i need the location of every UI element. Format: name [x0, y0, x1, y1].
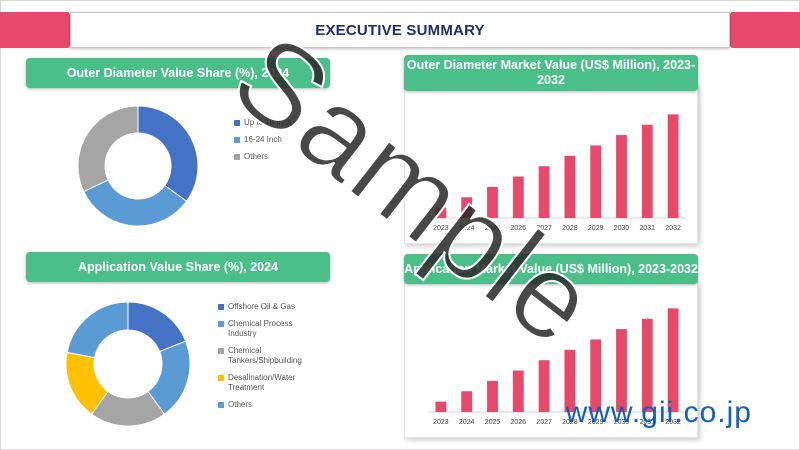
legend-item: Chemical Process Industry [218, 319, 313, 339]
x-tick-label: 2028 [562, 419, 578, 426]
bar [590, 145, 602, 218]
legend-label: 16-24 Inch [244, 135, 282, 144]
bar [667, 308, 679, 412]
legend-swatch [234, 154, 240, 160]
outer-share-title: Outer Diameter Value Share (%), 2024 [66, 65, 290, 80]
legend-item: Up to 16 Inch [234, 118, 292, 128]
legend-label: Offshore Oil & Gas [228, 302, 295, 311]
legend-label: Others [228, 400, 253, 409]
bar [564, 349, 576, 412]
page-title: EXECUTIVE SUMMARY [315, 21, 485, 39]
legend-label: Up to 16 Inch [244, 118, 292, 127]
legend-swatch [234, 120, 240, 126]
donut-slice [66, 301, 129, 359]
x-tick-label: 2023 [433, 225, 449, 232]
bar [512, 176, 524, 218]
x-tick-label: 2029 [588, 419, 604, 426]
x-tick-label: 2024 [459, 419, 475, 426]
legend-swatch [218, 304, 224, 310]
header-box: EXECUTIVE SUMMARY [70, 12, 730, 48]
outer-market-title: Outer Diameter Market Value (US$ Million… [406, 58, 696, 87]
legend-swatch [218, 375, 224, 381]
x-tick-label: 2026 [511, 419, 527, 426]
legend-label: Desalination/Water Treatment [228, 373, 296, 392]
bar [435, 207, 447, 218]
x-tick-label: 2023 [433, 419, 449, 426]
legend-swatch [218, 321, 224, 327]
bar [487, 186, 498, 218]
x-tick-label: 2026 [511, 225, 527, 232]
donut-slice [83, 179, 188, 227]
legend-label: Others [244, 152, 269, 161]
outer-share-donut-chart [77, 105, 199, 227]
x-tick-label: 2025 [485, 225, 501, 232]
x-tick-label: 2025 [485, 419, 501, 426]
x-tick-label: 2032 [665, 419, 681, 426]
bar [564, 155, 576, 218]
bar [538, 166, 550, 218]
app-market-panel-header: Application Market Value (US$ Million), … [404, 254, 698, 284]
legend-swatch [218, 402, 224, 408]
bar [616, 135, 627, 218]
bar [435, 401, 447, 412]
x-tick-label: 2029 [588, 225, 604, 232]
legend-label: Chemical Tankers/Shipbuilding [228, 346, 302, 365]
legend-item: 16-24 Inch [234, 135, 292, 145]
bar [616, 329, 627, 412]
x-tick-label: 2032 [665, 225, 681, 232]
donut-slice [77, 105, 139, 193]
header-accent-left [0, 12, 70, 48]
bar [641, 124, 653, 218]
legend-item: Desalination/Water Treatment [218, 373, 313, 393]
x-tick-label: 2031 [640, 225, 656, 232]
legend-item: Chemical Tankers/Shipbuilding [218, 346, 313, 366]
bar [538, 360, 550, 412]
bar [461, 391, 473, 412]
app-share-panel-header: Application Value Share (%), 2024 [26, 252, 330, 282]
x-tick-label: 2030 [614, 225, 630, 232]
header-accent-right [730, 12, 800, 48]
outer-share-panel-header: Outer Diameter Value Share (%), 2024 [26, 58, 330, 88]
outer-market-bar-chart: 2023 2024 2025 2026 2027 2028 2029 2030 2031 2032 [428, 114, 686, 232]
app-share-donut-chart [65, 301, 191, 427]
outer-market-panel-header: Outer Diameter Market Value (US$ Million… [404, 55, 698, 91]
legend-swatch [234, 137, 240, 143]
bar [512, 370, 524, 412]
app-share-title: Application Value Share (%), 2024 [77, 259, 279, 274]
bar [487, 380, 498, 412]
legend-item: Others [234, 152, 292, 162]
legend-item: Others [218, 400, 313, 410]
x-tick-label: 2030 [614, 419, 630, 426]
site-watermark: www.gii.co.jp [565, 396, 752, 429]
legend-label: Chemical Process Industry [228, 319, 293, 338]
x-tick-label: 2027 [536, 419, 552, 426]
x-tick-label: 2031 [640, 419, 656, 426]
legend-swatch [218, 348, 224, 354]
bar [641, 318, 653, 412]
bar [590, 339, 602, 412]
legend-item: Offshore Oil & Gas [218, 302, 313, 312]
donut-slice [127, 301, 187, 353]
x-tick-label: 2028 [562, 225, 578, 232]
app-market-bar-chart: 2023 2024 2025 2026 2027 2028 2029 2030 2031 2032 [428, 308, 686, 426]
x-tick-label: 2027 [536, 225, 552, 232]
x-tick-label: 2024 [459, 225, 475, 232]
app-market-title: Application Market Value (US$ Million), … [404, 261, 698, 276]
outer-share-legend: Up to 16 Inch 16-24 Inch Others [234, 118, 292, 169]
bar [667, 114, 679, 218]
donut-slice [137, 105, 199, 202]
app-share-legend: Offshore Oil & Gas Chemical Process Indus… [218, 302, 313, 417]
bar [461, 197, 473, 218]
